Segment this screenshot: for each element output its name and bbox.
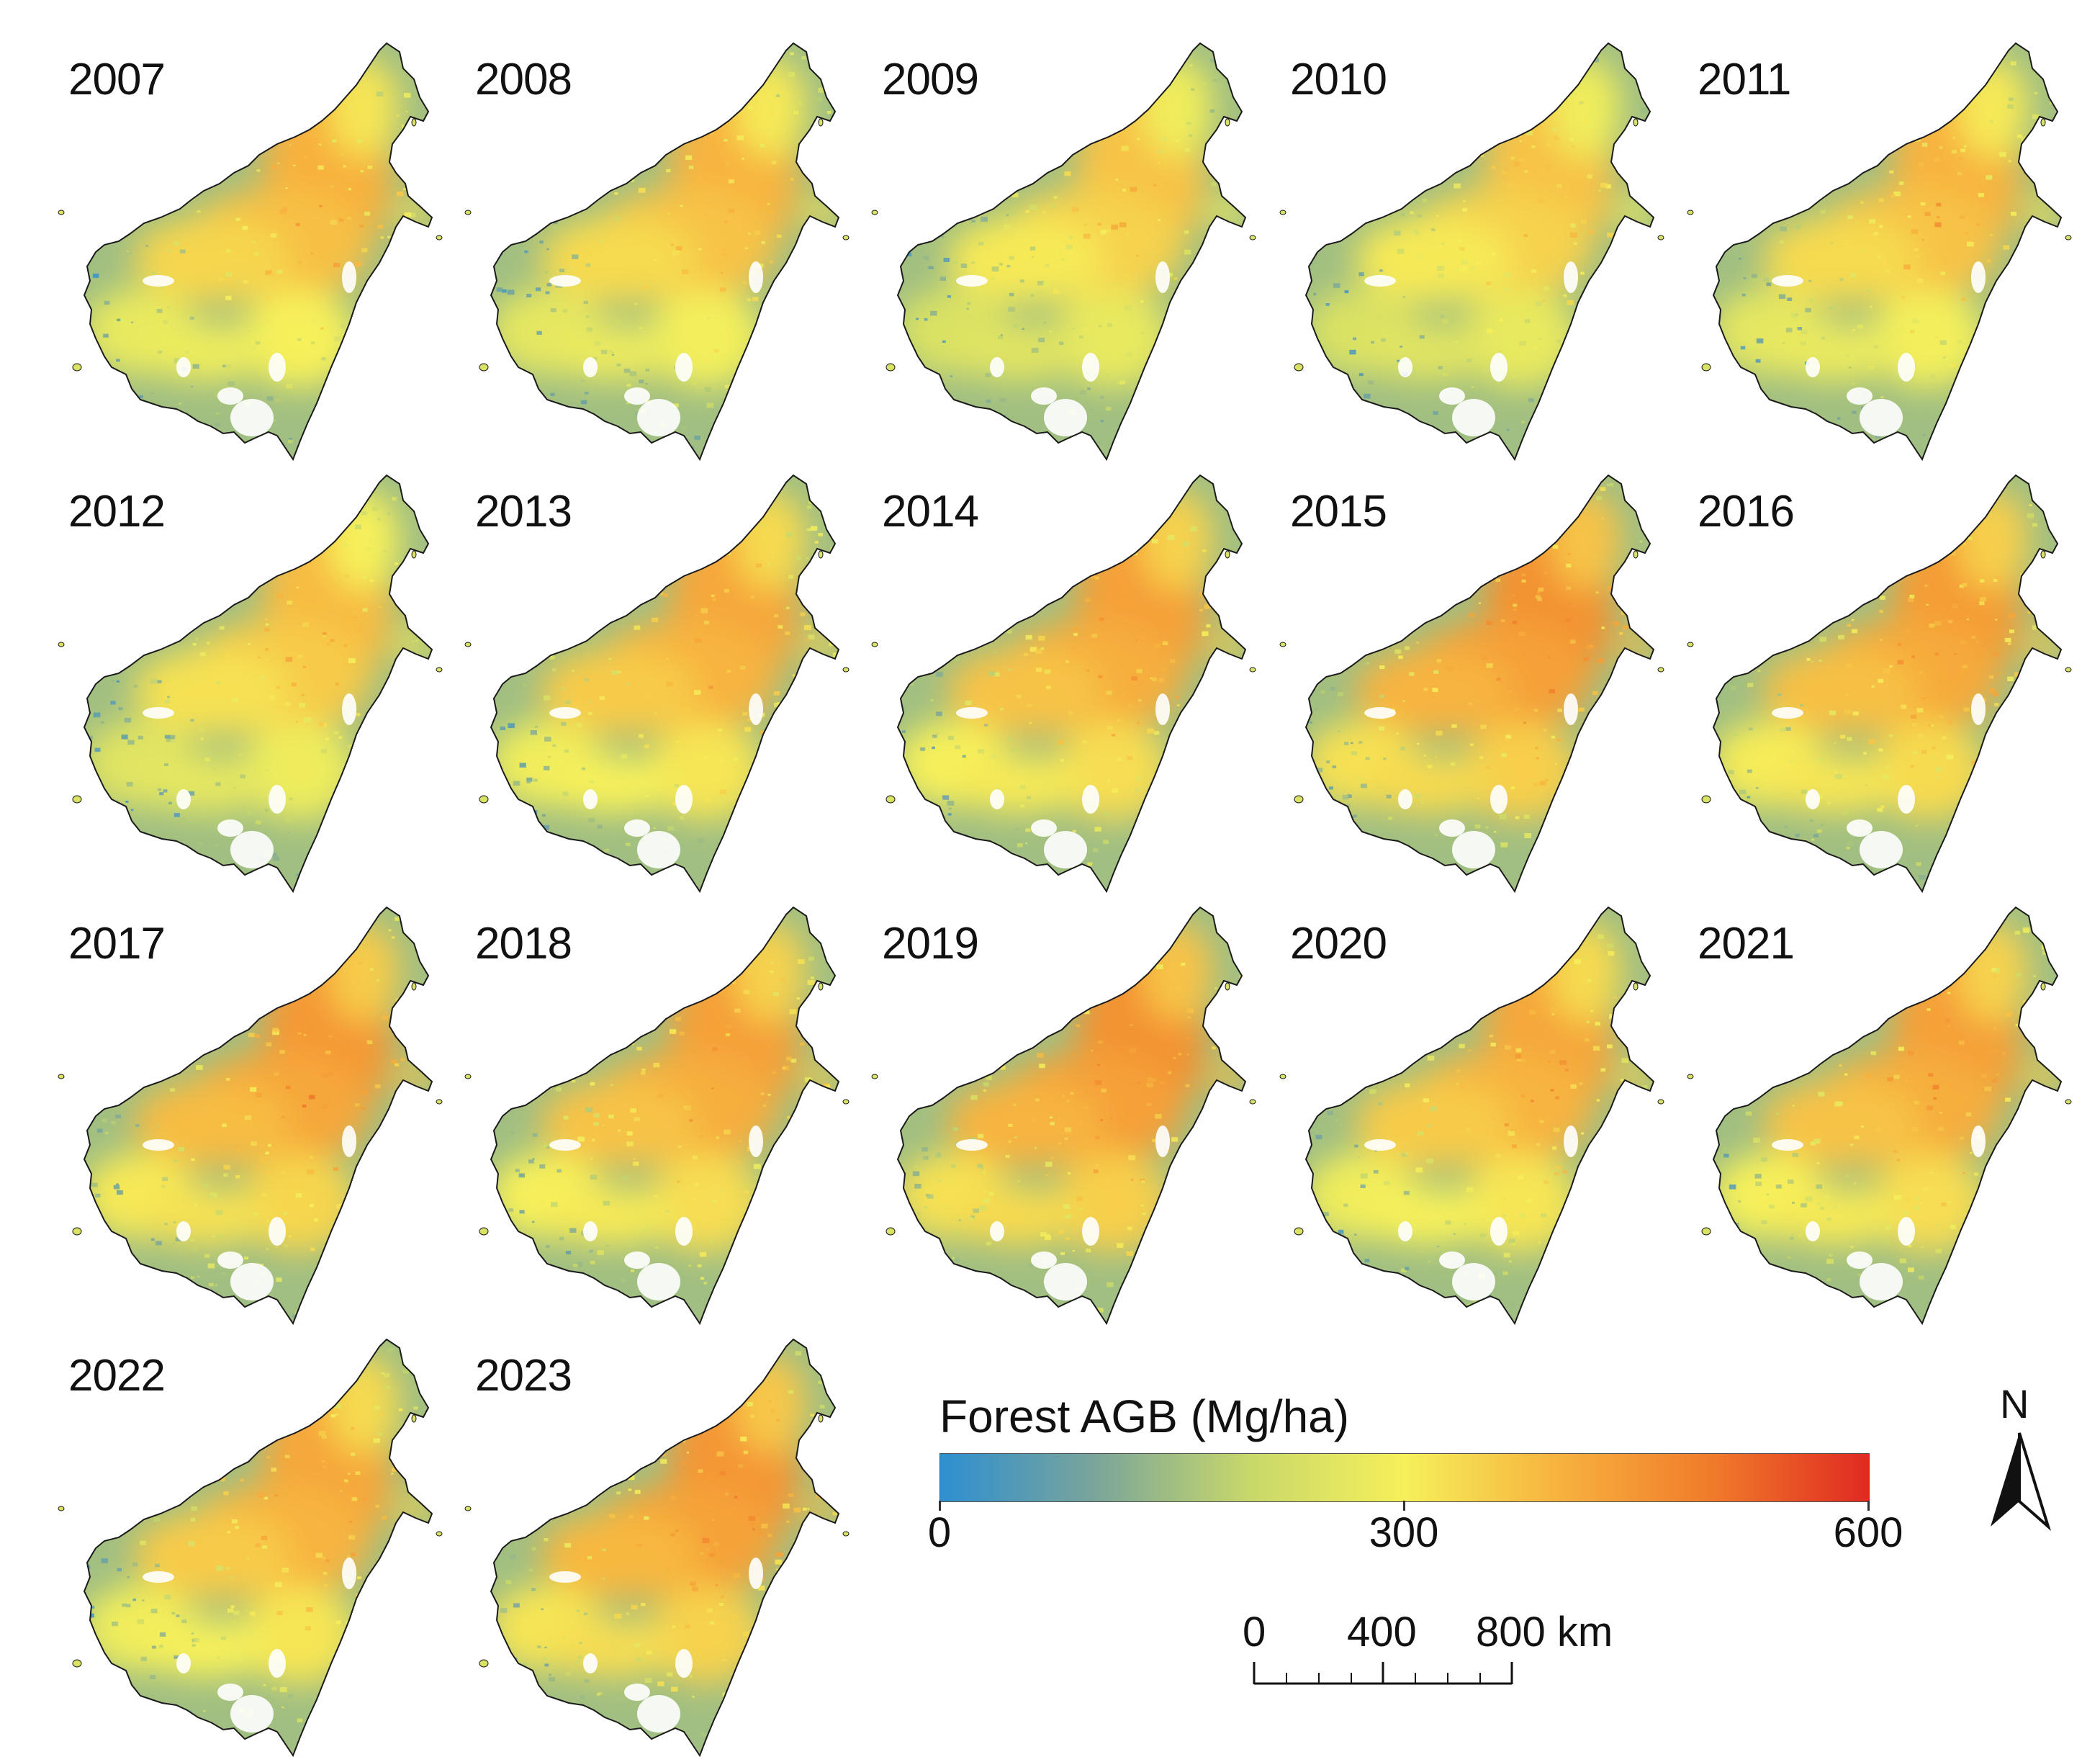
- borneo-map: [1279, 474, 1664, 894]
- year-label: 2015: [1290, 487, 1387, 536]
- map-panel-2021: 2021: [1669, 893, 2072, 1326]
- year-label: 2008: [475, 55, 572, 104]
- map-panel-2009: 2009: [853, 29, 1256, 462]
- map-panel-2023: 2023: [446, 1325, 850, 1757]
- year-label: 2023: [475, 1351, 572, 1401]
- borneo-map: [871, 474, 1256, 894]
- map-panel-2007: 2007: [40, 29, 443, 462]
- year-label: 2018: [475, 919, 572, 969]
- year-label: 2009: [882, 55, 979, 104]
- legend-tick-mark: [1867, 1501, 1870, 1511]
- north-arrow-label: N: [2000, 1381, 2029, 1426]
- year-label: 2017: [68, 919, 166, 969]
- borneo-map: [464, 42, 850, 462]
- map-panel-2014: 2014: [853, 461, 1256, 894]
- scale-bar-label: 400: [1347, 1609, 1417, 1655]
- year-label: 2020: [1290, 919, 1387, 969]
- borneo-map: [58, 906, 443, 1326]
- legend-tick-mark: [1403, 1501, 1405, 1511]
- map-panel-2017: 2017: [40, 893, 443, 1326]
- borneo-map: [871, 42, 1256, 462]
- scale-bar-label: 0: [1243, 1609, 1266, 1655]
- north-arrow: [1991, 1432, 2051, 1532]
- legend-tick-mark: [939, 1501, 941, 1511]
- borneo-map: [58, 1338, 443, 1757]
- map-panel-2008: 2008: [446, 29, 850, 462]
- year-label: 2007: [68, 55, 166, 104]
- borneo-map: [464, 474, 850, 894]
- borneo-map: [464, 1338, 850, 1757]
- borneo-map: [1687, 42, 2072, 462]
- map-panel-2011: 2011: [1669, 29, 2072, 462]
- year-label: 2019: [882, 919, 979, 969]
- map-panel-2010: 2010: [1261, 29, 1664, 462]
- legend-tick-label: 0: [927, 1509, 952, 1556]
- map-panel-2018: 2018: [446, 893, 850, 1326]
- year-label: 2014: [882, 487, 979, 536]
- borneo-map: [1279, 906, 1664, 1326]
- legend-tick-label: 600: [1833, 1509, 1903, 1556]
- year-label: 2021: [1698, 919, 1795, 969]
- map-panel-2022: 2022: [40, 1325, 443, 1757]
- year-label: 2012: [68, 487, 166, 536]
- map-panel-2012: 2012: [40, 461, 443, 894]
- borneo-map: [1687, 474, 2072, 894]
- borneo-map: [58, 42, 443, 462]
- borneo-map: [58, 474, 443, 894]
- map-panel-2015: 2015: [1261, 461, 1664, 894]
- year-label: 2011: [1698, 55, 1791, 104]
- year-label: 2022: [68, 1351, 166, 1401]
- year-label: 2010: [1290, 55, 1387, 104]
- scale-bar: [1253, 1662, 1513, 1685]
- scale-bar-label: 800 km: [1476, 1609, 1613, 1655]
- legend-colorbar: [939, 1453, 1870, 1502]
- map-panel-2020: 2020: [1261, 893, 1664, 1326]
- borneo-map: [1687, 906, 2072, 1326]
- borneo-map: [1279, 42, 1664, 462]
- borneo-map: [871, 906, 1256, 1326]
- year-label: 2013: [475, 487, 572, 536]
- legend-tick-label: 300: [1369, 1509, 1439, 1556]
- map-panel-2019: 2019: [853, 893, 1256, 1326]
- map-panel-2013: 2013: [446, 461, 850, 894]
- legend-title: Forest AGB (Mg/ha): [939, 1390, 1350, 1442]
- map-panel-2016: 2016: [1669, 461, 2072, 894]
- year-label: 2016: [1698, 487, 1795, 536]
- borneo-map: [464, 906, 850, 1326]
